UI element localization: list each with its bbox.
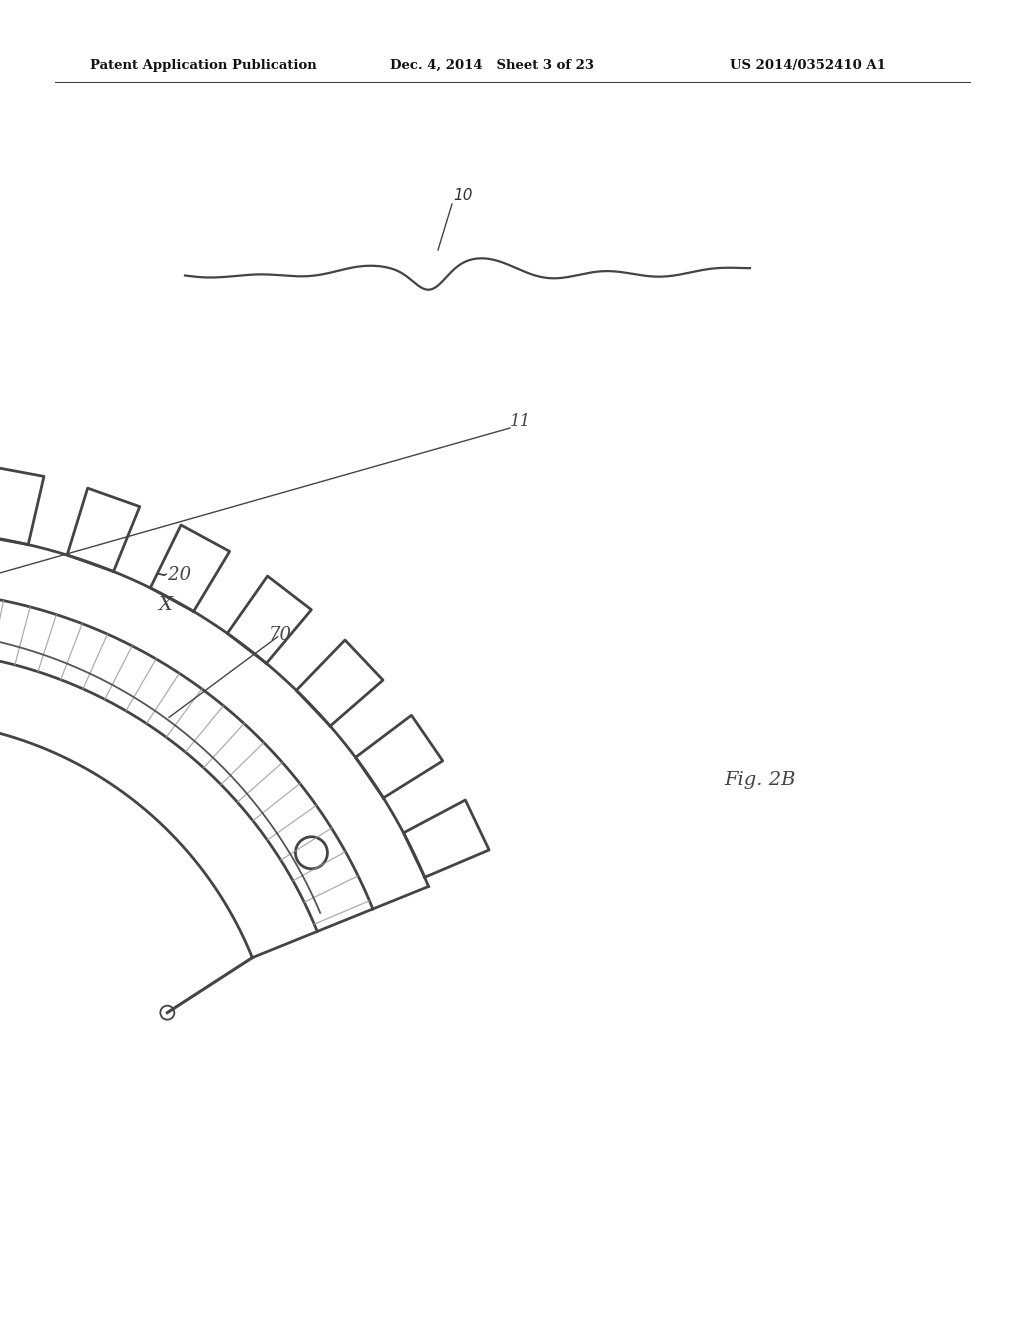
Text: Patent Application Publication: Patent Application Publication — [90, 58, 316, 71]
Text: 70: 70 — [268, 626, 292, 644]
Text: 10: 10 — [453, 189, 472, 203]
Text: Dec. 4, 2014   Sheet 3 of 23: Dec. 4, 2014 Sheet 3 of 23 — [390, 58, 594, 71]
Text: ~20: ~20 — [153, 566, 191, 583]
Text: US 2014/0352410 A1: US 2014/0352410 A1 — [730, 58, 886, 71]
Text: X: X — [158, 597, 172, 614]
Text: Fig. 2B: Fig. 2B — [724, 771, 796, 789]
Text: 11: 11 — [510, 413, 531, 430]
